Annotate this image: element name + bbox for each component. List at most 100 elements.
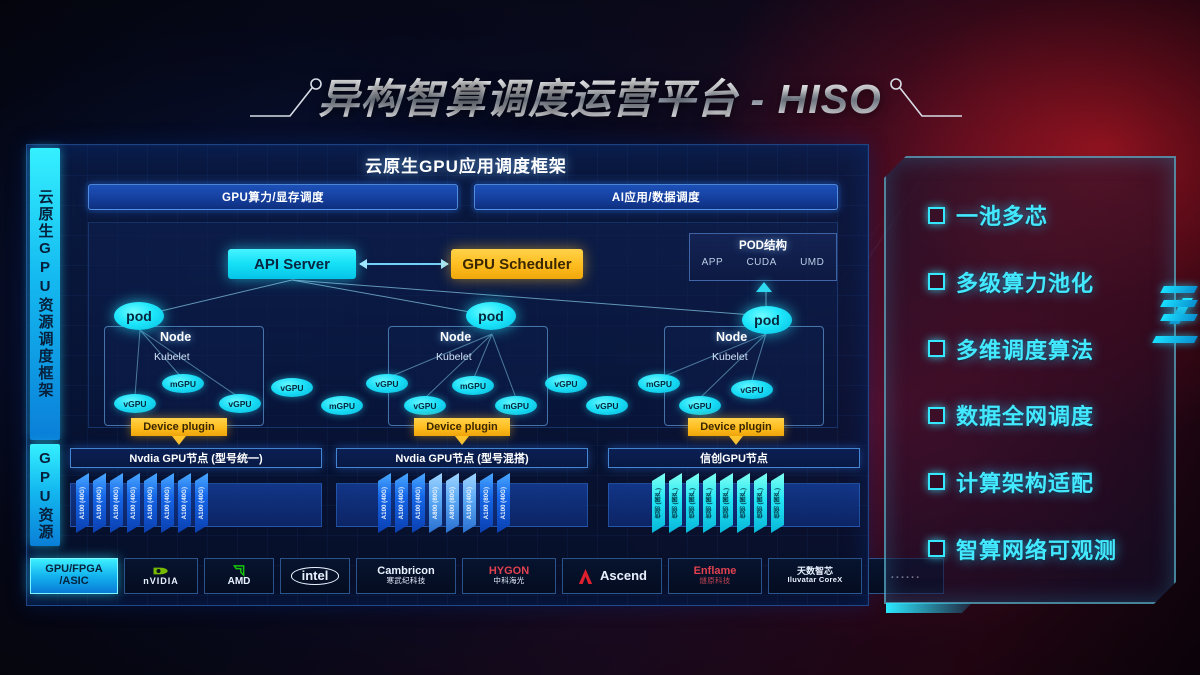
gpu-card[interactable]: 信创 (国产)	[703, 473, 716, 533]
gpu-card[interactable]: A100 (40G)	[195, 473, 208, 533]
feature-item-5[interactable]: 计算架构适配	[928, 466, 1164, 498]
vgpu-2-1[interactable]: vGPU	[366, 374, 408, 393]
gpu-card[interactable]: A100 (40G)	[463, 473, 476, 533]
vendor-intel[interactable]: intel	[280, 558, 350, 594]
gpu-card[interactable]: A100 (40G)	[178, 473, 191, 533]
vendor-nvidia[interactable]: nVIDIA	[124, 558, 198, 594]
gpu-card-label: A100 (40G)	[147, 486, 154, 520]
vendor-hygon[interactable]: HYGON 中科海光	[462, 558, 556, 594]
gpu-card-label: 信创 (国产)	[774, 487, 781, 519]
api-scheduler-connector	[359, 259, 449, 269]
ascend-icon	[578, 568, 593, 584]
vendor-ascend[interactable]: Ascend	[562, 558, 662, 594]
gpu-scheduler-node[interactable]: GPU Scheduler	[451, 249, 583, 279]
gpu-card[interactable]: 信创 (国产)	[737, 473, 750, 533]
slide-title-row: 异构智算调度运营平台 - HISO	[0, 64, 1200, 126]
mgpu-2-4[interactable]: mGPU	[495, 396, 537, 415]
vendor-line2: 燧原科技	[699, 576, 731, 586]
bar-gpu-compute-scheduling[interactable]: GPU算力/显存调度	[88, 184, 458, 210]
gpu-card[interactable]: A800 (80G)	[446, 473, 459, 533]
gpu-card[interactable]: A100 (80G)	[480, 473, 493, 533]
vgpu-3-2[interactable]: vGPU	[586, 396, 628, 415]
pod-structure-box: POD结构 APP CUDA UMD	[689, 233, 837, 281]
feature-item-3[interactable]: 多维调度算法	[928, 333, 1164, 365]
vendor-amd[interactable]: AMD	[204, 558, 274, 594]
gpu-card[interactable]: A100 (40G)	[110, 473, 123, 533]
panel-corner-accent	[886, 603, 972, 613]
mgpu-1-5[interactable]: mGPU	[321, 396, 363, 415]
gpu-card[interactable]: 信创 (国产)	[686, 473, 699, 533]
vgpu-3-3[interactable]: vGPU	[679, 396, 721, 415]
gpu-group-header-2: Nvdia GPU节点 (型号混搭)	[336, 448, 588, 468]
feature-label: 智算网络可观测	[956, 537, 1118, 563]
nvidia-icon	[153, 567, 168, 575]
vendor-iluvatar-corex[interactable]: 天数智芯 Iluvatar CoreX	[768, 558, 862, 594]
sidebar-label-framework: 云原生GPU资源调度框架	[30, 148, 60, 440]
node-title-2: Node	[440, 330, 472, 344]
device-plugin-1[interactable]: Device plugin	[131, 418, 227, 436]
mgpu-3-1[interactable]: mGPU	[638, 374, 680, 393]
gpu-card[interactable]: A100 (40G)	[76, 473, 89, 533]
mgpu-2-2[interactable]: mGPU	[452, 376, 494, 395]
vendor-gpu-fpga-asic[interactable]: GPU/FPGA /ASIC	[30, 558, 118, 594]
gpu-card[interactable]: A100 (40G)	[378, 473, 391, 533]
gpu-card[interactable]: 信创 (国产)	[669, 473, 682, 533]
feature-item-2[interactable]: 多级算力池化	[928, 266, 1164, 298]
feature-item-4[interactable]: 数据全网调度	[928, 399, 1164, 431]
feature-label: 数据全网调度	[956, 404, 1095, 430]
vgpu-1-4[interactable]: vGPU	[271, 378, 313, 397]
gpu-card-label: A800 (80G)	[432, 486, 439, 520]
panel-accent-stripe	[1160, 286, 1198, 293]
gpu-card-label: 信创 (国产)	[655, 487, 662, 519]
gpu-card-label: A100 (40G)	[198, 486, 205, 520]
feature-item-6[interactable]: 智算网络可观测	[928, 533, 1164, 565]
gpu-card-label: 信创 (国产)	[757, 487, 764, 519]
gpu-card[interactable]: A100 (40G)	[161, 473, 174, 533]
api-server-node[interactable]: API Server	[228, 249, 356, 279]
gpu-card-label: A100 (40G)	[96, 486, 103, 520]
vgpu-1-1[interactable]: vGPU	[114, 394, 156, 413]
device-plugin-2[interactable]: Device plugin	[414, 418, 510, 436]
bar-ai-data-scheduling[interactable]: AI应用/数据调度	[474, 184, 838, 210]
gpu-card[interactable]: A100 (40G)	[144, 473, 157, 533]
gpu-card-row-3: 信创 (国产) 信创 (国产) 信创 (国产) 信创 (国产) 信创 (国产) …	[652, 473, 784, 533]
feature-item-1[interactable]: 一池多芯	[928, 199, 1164, 231]
pod-2[interactable]: pod	[466, 302, 516, 330]
vgpu-1-3[interactable]: vGPU	[219, 394, 261, 413]
gpu-card-label: A100 (40G)	[415, 486, 422, 520]
gpu-card-label: A100 (40G)	[500, 486, 507, 520]
vendor-logo-row: GPU/FPGA /ASIC nVIDIA AMD intel Cambrico…	[30, 558, 944, 594]
feature-panel	[884, 156, 1176, 604]
vgpu-2-5[interactable]: vGPU	[545, 374, 587, 393]
vendor-cambricon[interactable]: Cambricon 寒武纪科技	[356, 558, 456, 594]
vendor-line1: GPU/FPGA	[45, 563, 103, 576]
gpu-card[interactable]: 信创 (国产)	[771, 473, 784, 533]
gpu-card[interactable]: A100 (40G)	[497, 473, 510, 533]
gpu-card[interactable]: A100 (40G)	[395, 473, 408, 533]
gpu-card[interactable]: 信创 (国产)	[754, 473, 767, 533]
title-decor-left	[250, 64, 370, 126]
vendor-line1: Enflame	[693, 564, 737, 577]
vgpu-2-3[interactable]: vGPU	[404, 396, 446, 415]
gpu-card[interactable]: 信创 (国产)	[652, 473, 665, 533]
pod-layer-umd: UMD	[800, 257, 825, 268]
pod-structure-layers: APP CUDA UMD	[690, 257, 836, 268]
gpu-card[interactable]: A800 (80G)	[429, 473, 442, 533]
gpu-card[interactable]: 信创 (国产)	[720, 473, 733, 533]
pod-3[interactable]: pod	[742, 306, 792, 334]
feature-label: 多维调度算法	[956, 337, 1095, 363]
mgpu-1-2[interactable]: mGPU	[162, 374, 204, 393]
vendor-enflame[interactable]: Enflame 燧原科技	[668, 558, 762, 594]
device-plugin-3[interactable]: Device plugin	[688, 418, 784, 436]
device-plugin-arrow-3	[729, 436, 743, 445]
vendor-line2: 寒武纪科技	[386, 576, 426, 586]
pod-1[interactable]: pod	[114, 302, 164, 330]
gpu-card[interactable]: A100 (40G)	[127, 473, 140, 533]
framework-section-title: 云原生GPU应用调度框架	[365, 157, 567, 176]
vgpu-3-4[interactable]: vGPU	[731, 380, 773, 399]
page-title: 异构智算调度运营平台 - HISO	[318, 65, 882, 125]
gpu-card[interactable]: A100 (40G)	[93, 473, 106, 533]
gpu-card-label: A100 (40G)	[381, 486, 388, 520]
gpu-card[interactable]: A100 (40G)	[412, 473, 425, 533]
